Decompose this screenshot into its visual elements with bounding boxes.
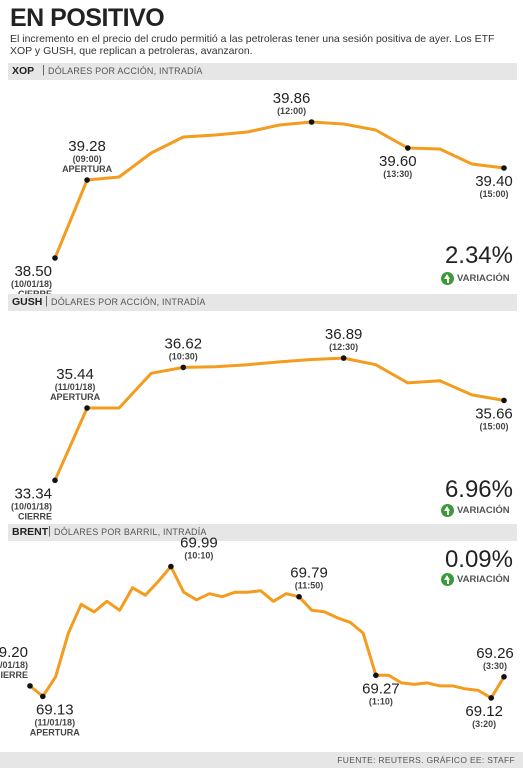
data-label-value: 39.40 bbox=[475, 173, 513, 190]
data-label-value: 69.26 bbox=[476, 645, 514, 662]
panel-header: GUSH | DÓLARES POR ACCIÓN, INTRADÍA bbox=[8, 294, 517, 311]
data-label-time: (3:20) bbox=[472, 719, 496, 729]
data-point-marker bbox=[501, 397, 507, 404]
data-label-value: 35.66 bbox=[475, 405, 513, 422]
data-point-marker bbox=[501, 674, 507, 680]
arrow-up-icon bbox=[441, 272, 454, 285]
data-point-marker bbox=[180, 364, 187, 371]
unit-label: DÓLARES POR ACCIÓN, INTRADÍA bbox=[48, 66, 203, 76]
chart-panel-brent: BRENT | DÓLARES POR BARRIL, INTRADÍA 69.… bbox=[0, 524, 517, 751]
data-label-value: 38.50 bbox=[14, 263, 52, 280]
header-separator: | bbox=[42, 64, 45, 76]
data-point-marker bbox=[340, 355, 347, 361]
data-label-time: (11/01/18) bbox=[55, 382, 96, 392]
data-label-value: 69.12 bbox=[465, 703, 503, 720]
variation-value: 2.34% bbox=[444, 242, 513, 269]
data-label-value: 69.99 bbox=[180, 535, 218, 552]
arrow-up-icon bbox=[441, 504, 454, 517]
data-label-tag: APERTURA bbox=[30, 727, 81, 737]
data-label-time: (11/01/18) bbox=[35, 717, 76, 727]
data-point-marker bbox=[84, 405, 90, 411]
data-label-time: (10/01/18) bbox=[11, 501, 52, 511]
line-chart-gush: 33.34(10/01/18)CIERRE 35.44(11/01/18)APER… bbox=[11, 326, 513, 521]
data-label-value: 35.44 bbox=[56, 366, 94, 383]
data-label-time: (1:10) bbox=[369, 696, 393, 706]
data-label-time: (10/01/18) bbox=[11, 279, 52, 289]
header-separator: | bbox=[48, 525, 51, 537]
unit-label: DÓLARES POR BARRIL, INTRADÍA bbox=[54, 527, 207, 537]
data-label-time: (10:10) bbox=[184, 551, 213, 561]
data-point-marker bbox=[404, 145, 411, 151]
data-point-marker bbox=[488, 695, 494, 701]
data-point-marker bbox=[168, 563, 174, 570]
data-label-time: (15:00) bbox=[479, 189, 508, 199]
data-label-value: 69.79 bbox=[290, 565, 328, 582]
series-line bbox=[28, 565, 506, 700]
data-point-marker bbox=[296, 593, 302, 600]
data-label-value: 69.13 bbox=[36, 701, 74, 718]
chart-panel-xop: XOP | DÓLARES POR ACCIÓN, INTRADÍA 38.50… bbox=[8, 63, 517, 299]
data-point-marker bbox=[27, 683, 33, 689]
data-label-time: (10:30) bbox=[169, 351, 198, 361]
data-label-time: (15:00) bbox=[479, 421, 508, 431]
data-point-marker bbox=[373, 672, 379, 679]
data-label-tag: CIERRE bbox=[18, 511, 52, 521]
data-label-tag: APERTURA bbox=[62, 164, 113, 174]
data-label-time: (13:30) bbox=[383, 169, 412, 179]
arrow-up-icon bbox=[441, 573, 454, 586]
data-label-tag: CIERRE bbox=[0, 670, 28, 680]
data-point-marker bbox=[52, 255, 58, 261]
variation-label: VARIACIÓN bbox=[457, 574, 510, 585]
unit-label: DÓLARES POR ACCIÓN, INTRADÍA bbox=[51, 297, 206, 307]
line-chart-xop: 38.50(10/01/18)CIERRE39.28(09:00)APERTUR… bbox=[11, 90, 513, 299]
source-bar: FUENTE: REUTERS. GRÁFICO EE: STAFF bbox=[0, 752, 523, 768]
variation-value: 0.09% bbox=[444, 546, 513, 573]
header-separator: | bbox=[45, 295, 48, 307]
panel-header: BRENT | DÓLARES POR BARRIL, INTRADÍA bbox=[8, 524, 517, 541]
variation-value: 6.96% bbox=[444, 476, 513, 503]
data-label-tag: APERTURA bbox=[50, 392, 101, 402]
page-subtitle: El incremento en el precio del crudo per… bbox=[10, 33, 495, 57]
panel-header: XOP | DÓLARES POR ACCIÓN, INTRADÍA bbox=[8, 63, 517, 80]
data-point-marker bbox=[501, 165, 507, 171]
data-label-value: 69.20 bbox=[0, 644, 28, 661]
data-label-time: (12:30) bbox=[329, 342, 358, 352]
series-name: GUSH bbox=[12, 296, 43, 308]
data-label-value: 39.60 bbox=[379, 153, 417, 170]
data-label-value: 69.27 bbox=[362, 680, 400, 697]
data-label-value: 36.89 bbox=[325, 326, 363, 343]
variation-label: VARIACIÓN bbox=[457, 505, 510, 516]
series-line bbox=[53, 356, 506, 482]
variation-label: VARIACIÓN bbox=[457, 273, 510, 284]
series-name: XOP bbox=[12, 65, 35, 77]
data-label-time: (10/01/18) bbox=[0, 660, 28, 670]
data-point-marker bbox=[308, 119, 315, 125]
series-name: BRENT bbox=[12, 526, 49, 538]
data-label-value: 39.28 bbox=[68, 138, 106, 155]
data-label-time: (12:00) bbox=[277, 106, 306, 116]
line-chart-brent: 69.20(10/01/18)CIERRE 69.13(11/01/18)APER… bbox=[0, 535, 514, 738]
data-label-value: 33.34 bbox=[14, 485, 52, 502]
chart-panel-gush: GUSH | DÓLARES POR ACCIÓN, INTRADÍA 33.3… bbox=[8, 294, 517, 524]
data-label-value: 36.62 bbox=[165, 335, 203, 352]
page-title: EN POSITIVO bbox=[10, 4, 165, 32]
data-label-time: (3:30) bbox=[483, 661, 507, 671]
series-line bbox=[53, 120, 506, 260]
data-point-marker bbox=[40, 693, 46, 700]
source-note: FUENTE: REUTERS. GRÁFICO EE: STAFF bbox=[337, 755, 515, 765]
data-label-time: (09:00) bbox=[73, 154, 102, 164]
data-label-value: 39.86 bbox=[273, 90, 311, 107]
data-point-marker bbox=[52, 477, 58, 484]
data-label-time: (11:50) bbox=[295, 581, 324, 591]
data-point-marker bbox=[84, 177, 90, 183]
